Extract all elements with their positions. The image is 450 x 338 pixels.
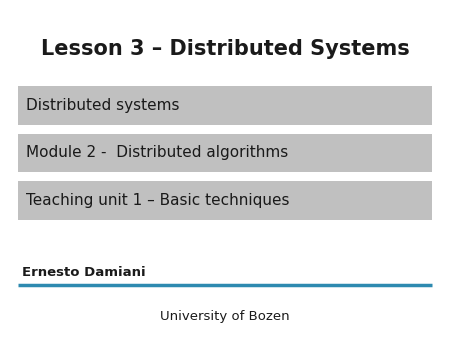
FancyBboxPatch shape — [18, 181, 432, 220]
Text: Distributed systems: Distributed systems — [26, 98, 180, 113]
Text: Teaching unit 1 – Basic techniques: Teaching unit 1 – Basic techniques — [26, 193, 290, 208]
Text: Module 2 -  Distributed algorithms: Module 2 - Distributed algorithms — [26, 145, 288, 161]
Text: Lesson 3 – Distributed Systems: Lesson 3 – Distributed Systems — [40, 39, 410, 59]
Text: Ernesto Damiani: Ernesto Damiani — [22, 266, 145, 279]
FancyBboxPatch shape — [18, 134, 432, 172]
Text: University of Bozen: University of Bozen — [160, 310, 290, 322]
FancyBboxPatch shape — [18, 86, 432, 125]
